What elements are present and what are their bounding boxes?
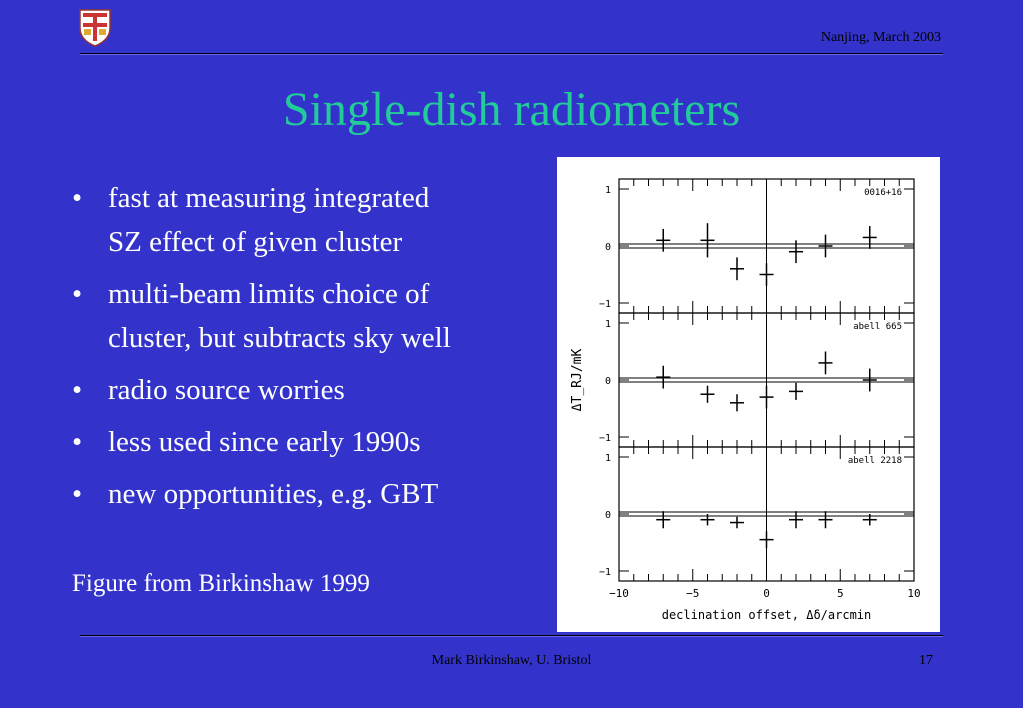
y-tick-label: 0 bbox=[605, 242, 611, 253]
bullet-text-line: radio source worries bbox=[108, 374, 345, 406]
bullet-list: • fast at measuring integrated SZ effect o… bbox=[72, 176, 552, 524]
page-number: 17 bbox=[919, 653, 933, 668]
bullet-text-line: new opportunities, e.g. GBT bbox=[108, 478, 439, 510]
bullet-dot: • bbox=[72, 426, 83, 458]
x-tick-label: 0 bbox=[763, 587, 770, 600]
x-tick-label: 10 bbox=[907, 587, 920, 600]
y-tick-label: 1 bbox=[605, 319, 611, 330]
bullet-item: • new opportunities, e.g. GBT bbox=[72, 472, 552, 516]
bullet-item: • radio source worries bbox=[72, 368, 552, 412]
x-tick-label: −10 bbox=[609, 587, 629, 600]
bullet-item: • fast at measuring integrated SZ effect o… bbox=[72, 176, 552, 264]
bullet-text-line: less used since early 1990s bbox=[108, 426, 421, 458]
bullet-text-line: cluster, but subtracts sky well bbox=[108, 322, 451, 354]
x-axis-label: declination offset, Δδ/arcmin bbox=[662, 608, 872, 622]
header-divider bbox=[80, 53, 943, 55]
bullet-text-line: SZ effect of given cluster bbox=[108, 226, 403, 258]
bullet-dot: • bbox=[72, 478, 83, 510]
panel-label: abell 2218 bbox=[848, 456, 902, 466]
bullet-text-line: fast at measuring integrated bbox=[108, 182, 430, 214]
y-tick-label: −1 bbox=[599, 567, 611, 578]
figure-caption: Figure from Birkinshaw 1999 bbox=[72, 570, 370, 597]
bullet-dot: • bbox=[72, 374, 83, 406]
panel-label: abell 665 bbox=[853, 322, 902, 332]
x-tick-label: 5 bbox=[837, 587, 844, 600]
footer-author: Mark Birkinshaw, U. Bristol bbox=[431, 653, 592, 668]
y-tick-label: 1 bbox=[605, 453, 611, 464]
panel-label: 0016+16 bbox=[864, 188, 902, 198]
y-tick-label: 0 bbox=[605, 376, 611, 387]
university-crest-logo bbox=[78, 6, 112, 48]
bullet-text-line: multi-beam limits choice of bbox=[108, 278, 430, 310]
chart-figure: 1 0 −1 0016+16 1 0 −1 abell 665 1 0 −1 abell 2218 −1… bbox=[557, 157, 940, 632]
bullet-dot: • bbox=[72, 182, 83, 214]
y-tick-label: −1 bbox=[599, 299, 611, 310]
footer-divider bbox=[80, 635, 943, 637]
slide-title: Single-dish radiometers bbox=[282, 83, 741, 136]
y-tick-label: 0 bbox=[605, 510, 611, 521]
x-tick-label: −5 bbox=[686, 587, 699, 600]
header-location-date: Nanjing, March 2003 bbox=[820, 30, 941, 45]
y-tick-label: 1 bbox=[605, 185, 611, 196]
y-axis-label: ΔT_RJ/mK bbox=[570, 349, 585, 412]
y-tick-label: −1 bbox=[599, 433, 611, 444]
bullet-item: • multi-beam limits choice of cluster, but… bbox=[72, 272, 552, 360]
bullet-dot: • bbox=[72, 278, 83, 310]
bullet-item: • less used since early 1990s bbox=[72, 420, 552, 464]
